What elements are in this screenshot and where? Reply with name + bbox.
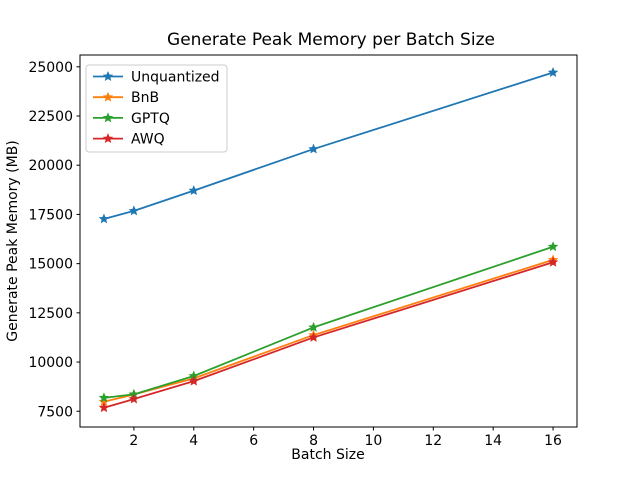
series-line-bnb bbox=[103, 258, 554, 403]
series-marker-awq bbox=[188, 375, 199, 386]
y-tick-label: 7500 bbox=[37, 404, 73, 420]
x-axis-label: Batch Size bbox=[291, 447, 364, 463]
chart-title: Generate Peak Memory per Batch Size bbox=[167, 30, 495, 50]
series-line-awq bbox=[103, 261, 554, 409]
series-marker-awq bbox=[547, 256, 559, 267]
legend-label-gptq: GPTQ bbox=[131, 111, 170, 127]
series-line-gptq bbox=[103, 245, 554, 399]
x-tick-label: 6 bbox=[249, 433, 258, 449]
series-marker-awq bbox=[128, 393, 140, 404]
x-tick-label: 4 bbox=[189, 433, 198, 449]
series-marker-gptq bbox=[98, 392, 110, 403]
legend-box bbox=[85, 64, 228, 153]
series-marker-unquantized bbox=[188, 185, 199, 196]
y-tick-label: 12500 bbox=[28, 306, 73, 322]
data-series bbox=[98, 67, 559, 413]
y-tick-label: 15000 bbox=[28, 257, 73, 273]
series-marker-gptq bbox=[547, 241, 559, 252]
legend-marker-bnb bbox=[102, 91, 114, 102]
series-marker-bnb bbox=[98, 396, 110, 407]
legend-marker-unquantized bbox=[102, 71, 114, 81]
x-tick-label: 14 bbox=[484, 433, 502, 449]
series-marker-awq bbox=[308, 331, 319, 342]
series-marker-gptq bbox=[308, 321, 319, 332]
y-tick-label: 10000 bbox=[28, 355, 73, 371]
x-tick-label: 10 bbox=[364, 433, 382, 449]
legend-label-bnb: BnB bbox=[131, 90, 159, 106]
y-tick-label: 20000 bbox=[28, 158, 73, 174]
axis-ticks: 2 4 6 8 10 12 14 16 7500 10000 12500 15000 17500 2000… bbox=[28, 60, 562, 449]
legend-label-awq: AWQ bbox=[131, 132, 165, 148]
plot-area-frame bbox=[79, 54, 578, 428]
legend: Unquantized BnB GPTQ AWQ bbox=[85, 64, 228, 153]
y-tick-label: 17500 bbox=[28, 207, 73, 223]
series-marker-unquantized bbox=[98, 213, 110, 224]
series-marker-unquantized bbox=[547, 67, 559, 77]
x-tick-label: 2 bbox=[129, 433, 138, 449]
x-tick-label: 8 bbox=[309, 433, 318, 449]
x-tick-label: 12 bbox=[424, 433, 442, 449]
legend-marker-awq bbox=[102, 133, 114, 144]
legend-label-unquantized: Unquantized bbox=[131, 70, 220, 86]
x-tick-label: 16 bbox=[544, 433, 562, 449]
legend-marker-gptq bbox=[102, 112, 114, 123]
y-tick-label: 25000 bbox=[28, 60, 73, 76]
series-marker-unquantized bbox=[128, 205, 140, 216]
series-marker-unquantized bbox=[308, 143, 319, 154]
y-tick-label: 22500 bbox=[28, 109, 73, 125]
series-marker-gptq bbox=[188, 370, 199, 381]
y-axis-label: Generate Peak Memory (MB) bbox=[5, 140, 21, 342]
series-marker-awq bbox=[98, 402, 110, 413]
